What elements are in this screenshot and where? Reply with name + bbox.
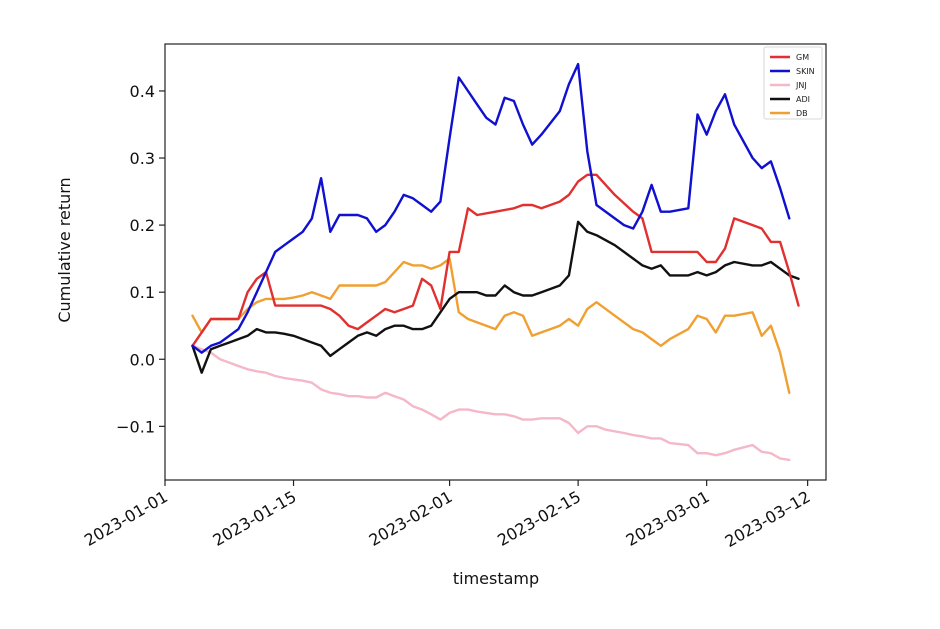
legend-label-db: DB <box>796 109 808 118</box>
y-tick-label: 0.3 <box>130 149 155 168</box>
y-axis-ticks: −0.1 0.0 0.1 0.2 0.3 0.4 <box>116 82 165 436</box>
series-line-adi <box>191 220 800 374</box>
y-tick-label: 0.2 <box>130 216 155 235</box>
y-tick-label: −0.1 <box>116 417 155 436</box>
x-tick-label: 2023-03-01 <box>623 487 713 550</box>
x-tick-label: 2023-02-01 <box>366 487 456 550</box>
legend-label-adi: ADI <box>796 95 810 104</box>
x-tick-label: 2023-01-15 <box>210 487 300 550</box>
series-line-db <box>191 257 791 394</box>
series-line-skin <box>191 62 791 354</box>
x-axis-label: timestamp <box>453 569 539 588</box>
legend: GM SKIN JNJ ADI DB <box>763 46 823 120</box>
y-axis-label: Cumulative return <box>55 177 74 322</box>
series-line-gm <box>191 173 800 347</box>
x-axis-ticks: 2023-01-01 2023-01-15 2023-02-01 2023-02-15… <box>81 480 814 551</box>
y-tick-label: 0.1 <box>130 283 155 302</box>
plot-lines <box>191 62 800 462</box>
legend-box <box>763 46 823 120</box>
legend-label-jnj: JNJ <box>795 81 807 90</box>
y-tick-label: 0.0 <box>130 350 155 369</box>
legend-label-skin: SKIN <box>796 67 815 76</box>
y-tick-label: 0.4 <box>130 82 155 101</box>
x-tick-label: 2023-01-01 <box>81 487 171 550</box>
series-line-jnj <box>191 344 791 462</box>
x-tick-label: 2023-02-15 <box>494 487 584 550</box>
plot-frame <box>164 43 827 481</box>
legend-label-gm: GM <box>796 53 809 62</box>
x-tick-label: 2023-03–12 <box>722 487 814 551</box>
